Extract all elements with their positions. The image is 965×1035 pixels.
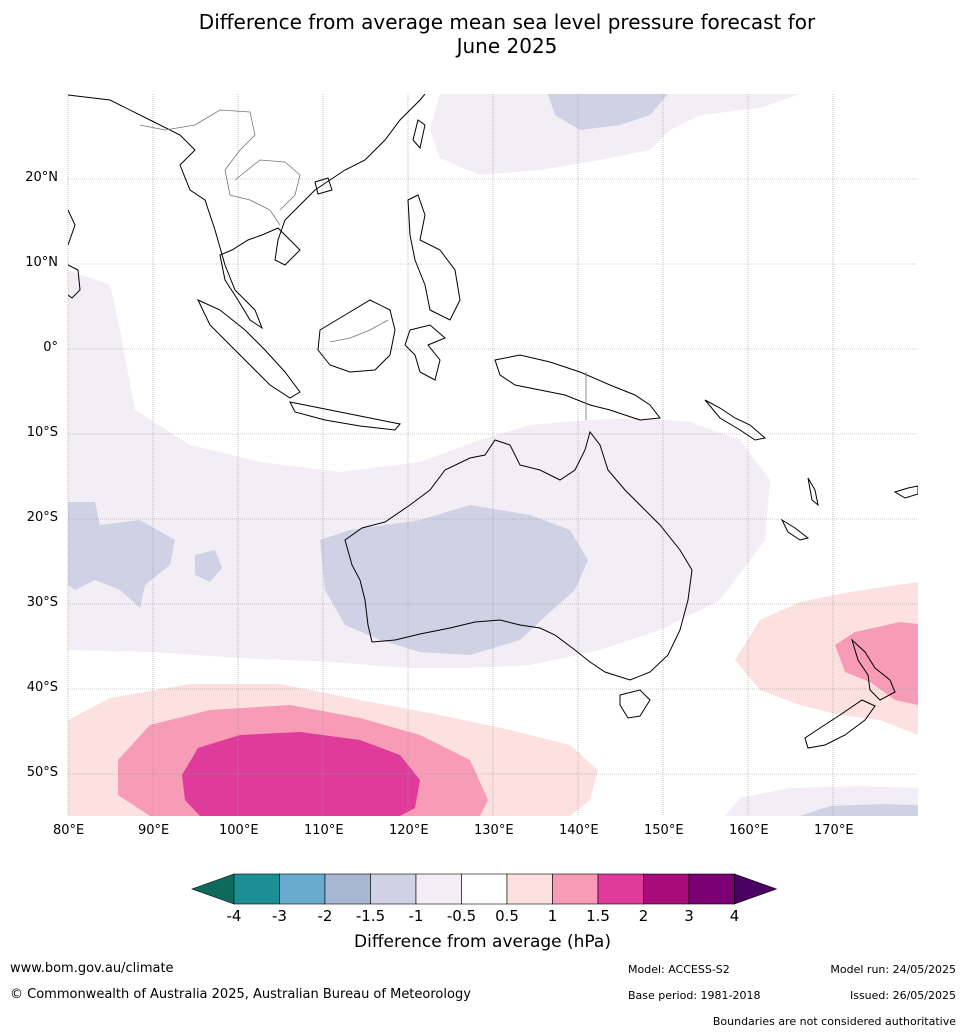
lat-label-0: 0° (43, 340, 58, 355)
anomaly-region-tasman-light (735, 582, 918, 735)
border-mainland-asia (139, 109, 281, 226)
colorbar-segment (688, 873, 735, 905)
anomaly-region-australia (320, 505, 588, 655)
coastline-vanuatu (807, 477, 819, 507)
footer-boundaries: Boundaries are not considered authoritat… (712, 1015, 956, 1028)
border-borneo (329, 319, 389, 343)
lon-label-80e: 80°E (53, 823, 85, 838)
lat-label-40s: 40°S (26, 680, 58, 695)
coastline-sri-lanka (68, 264, 81, 299)
coastline-nz-north (850, 638, 896, 701)
country-borders (139, 109, 587, 420)
colorbar-tick-label: 1 (547, 907, 558, 925)
coastline-india-east (68, 209, 76, 246)
lon-label-140e: 140°E (559, 823, 599, 838)
colorbar-segment (279, 873, 326, 905)
footer-base-period: Base period: 1981-2018 (628, 989, 761, 1002)
coastline-solomons (704, 399, 767, 441)
border-mainland-asia-2 (234, 159, 301, 211)
colorbar-tick-label: -0.5 (446, 907, 477, 925)
anomaly-shading (68, 94, 918, 816)
lat-label-30s: 30°S (26, 595, 58, 610)
lat-label-50s: 50°S (26, 765, 58, 780)
lon-label-150e: 150°E (644, 823, 684, 838)
lat-label-20n: 20°N (25, 170, 58, 185)
footer-website: www.bom.gov.au/climate (10, 961, 174, 976)
colorbar-segment (233, 873, 280, 905)
footer-copyright: © Commonwealth of Australia 2025, Austra… (10, 987, 471, 1002)
footer-issued: Issued: 26/05/2025 (849, 989, 956, 1002)
colorbar-tick-label: -1.5 (355, 907, 386, 925)
coastline-new-caledonia (780, 518, 810, 541)
coastline-taiwan (412, 119, 426, 150)
colorbar-segment (506, 873, 553, 905)
colorbar-segment (461, 873, 508, 905)
colorbar-tick-label: -4 (226, 907, 242, 925)
coastline-tasmania (619, 689, 651, 719)
colorbar-segment (324, 873, 371, 905)
lon-label-170e: 170°E (814, 823, 854, 838)
coastline-hainan (314, 177, 333, 195)
lon-label-100e: 100°E (219, 823, 259, 838)
coastlines (68, 94, 918, 749)
coastline-asia (68, 94, 426, 330)
map-title: Difference from average mean sea level p… (0, 10, 965, 58)
coastline-nz-south (804, 699, 876, 749)
footer-model: Model: ACCESS-S2 (628, 963, 730, 976)
colorbar-arrow-low (191, 873, 235, 905)
colorbar-segment (597, 873, 644, 905)
lat-label-10n: 10°N (25, 255, 58, 270)
colorbar-tick-label: 0.5 (495, 907, 519, 925)
lon-label-120e: 120°E (389, 823, 429, 838)
colorbar-arrow-high (734, 873, 778, 905)
colorbar (191, 873, 778, 905)
colorbar-title: Difference from average (hPa) (354, 932, 611, 952)
coastline-sumatra (196, 298, 301, 399)
colorbar-tick-label: -2 (317, 907, 333, 925)
lon-label-160e: 160°E (729, 823, 769, 838)
colorbar-tick-label: 4 (729, 907, 740, 925)
anomaly-region-west-indian (68, 502, 175, 608)
coastline-new-guinea (494, 354, 661, 421)
colorbar-tick-label: 2 (638, 907, 649, 925)
colorbar-segment (552, 873, 599, 905)
coastline-java (289, 401, 401, 431)
colorbar-tick-label: 1.5 (586, 907, 610, 925)
anomaly-region-tasman-mid (835, 622, 918, 705)
colorbar-segment (643, 873, 690, 905)
coastline-australia (344, 430, 693, 681)
lat-label-10s: 10°S (26, 425, 58, 440)
lon-label-90e: 90°E (138, 823, 170, 838)
colorbar-segment (415, 873, 462, 905)
anomaly-band-north-lavender (430, 94, 800, 175)
coastline-borneo (317, 299, 396, 373)
title-line-2: June 2025 (456, 34, 558, 58)
coastline-fiji (893, 485, 918, 499)
colorbar-tick-label: -3 (272, 907, 287, 925)
coastline-philippines (407, 194, 461, 321)
graticule (67, 94, 918, 816)
colorbar-segment (370, 873, 417, 905)
coastline-sulawesi (404, 324, 446, 381)
lon-label-110e: 110°E (304, 823, 344, 838)
anomaly-region-small-west (195, 550, 222, 582)
colorbar-tick-label: -1 (408, 907, 424, 925)
lon-label-130e: 130°E (474, 823, 514, 838)
anomaly-region-south-east (800, 804, 918, 816)
colorbar-tick-label: 3 (684, 907, 694, 925)
title-line-1: Difference from average mean sea level p… (198, 10, 816, 34)
lat-label-20s: 20°S (26, 510, 58, 525)
anomaly-band-light-lavender (68, 270, 770, 668)
footer-model-run: Model run: 24/05/2025 (830, 963, 956, 976)
